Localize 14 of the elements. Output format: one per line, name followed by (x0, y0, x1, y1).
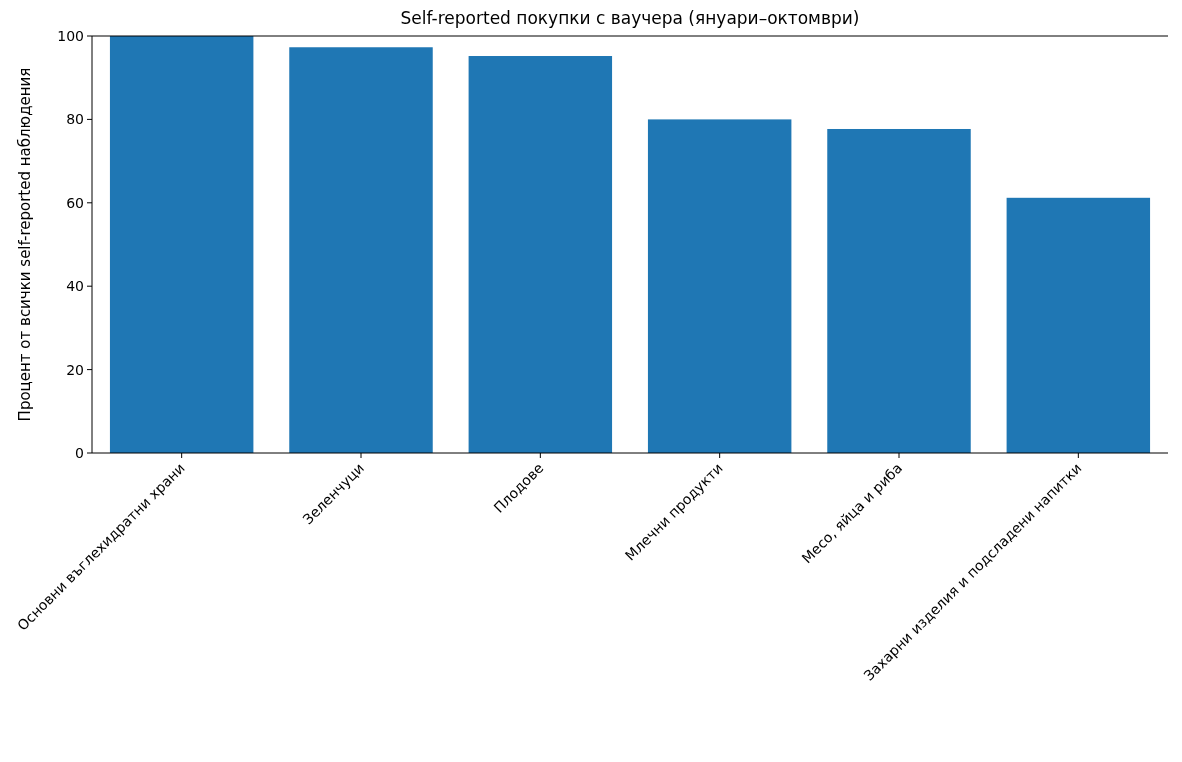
y-tick-label: 0 (75, 444, 84, 461)
bar (468, 56, 613, 453)
y-tick-label: 40 (66, 278, 84, 295)
y-tick-label: 100 (57, 27, 84, 44)
bar (109, 36, 254, 453)
y-tick-label: 80 (66, 111, 84, 128)
bar (289, 47, 433, 453)
chart-title: Self-reported покупки с ваучера (януари–октомври) (400, 8, 860, 28)
bar (647, 119, 792, 453)
y-axis-title: Процент от всички self-reported наблюдения (16, 67, 34, 422)
y-tick-label: 60 (66, 194, 84, 211)
bar (1006, 197, 1151, 453)
y-tick-label: 20 (66, 361, 84, 378)
bar (827, 128, 971, 453)
